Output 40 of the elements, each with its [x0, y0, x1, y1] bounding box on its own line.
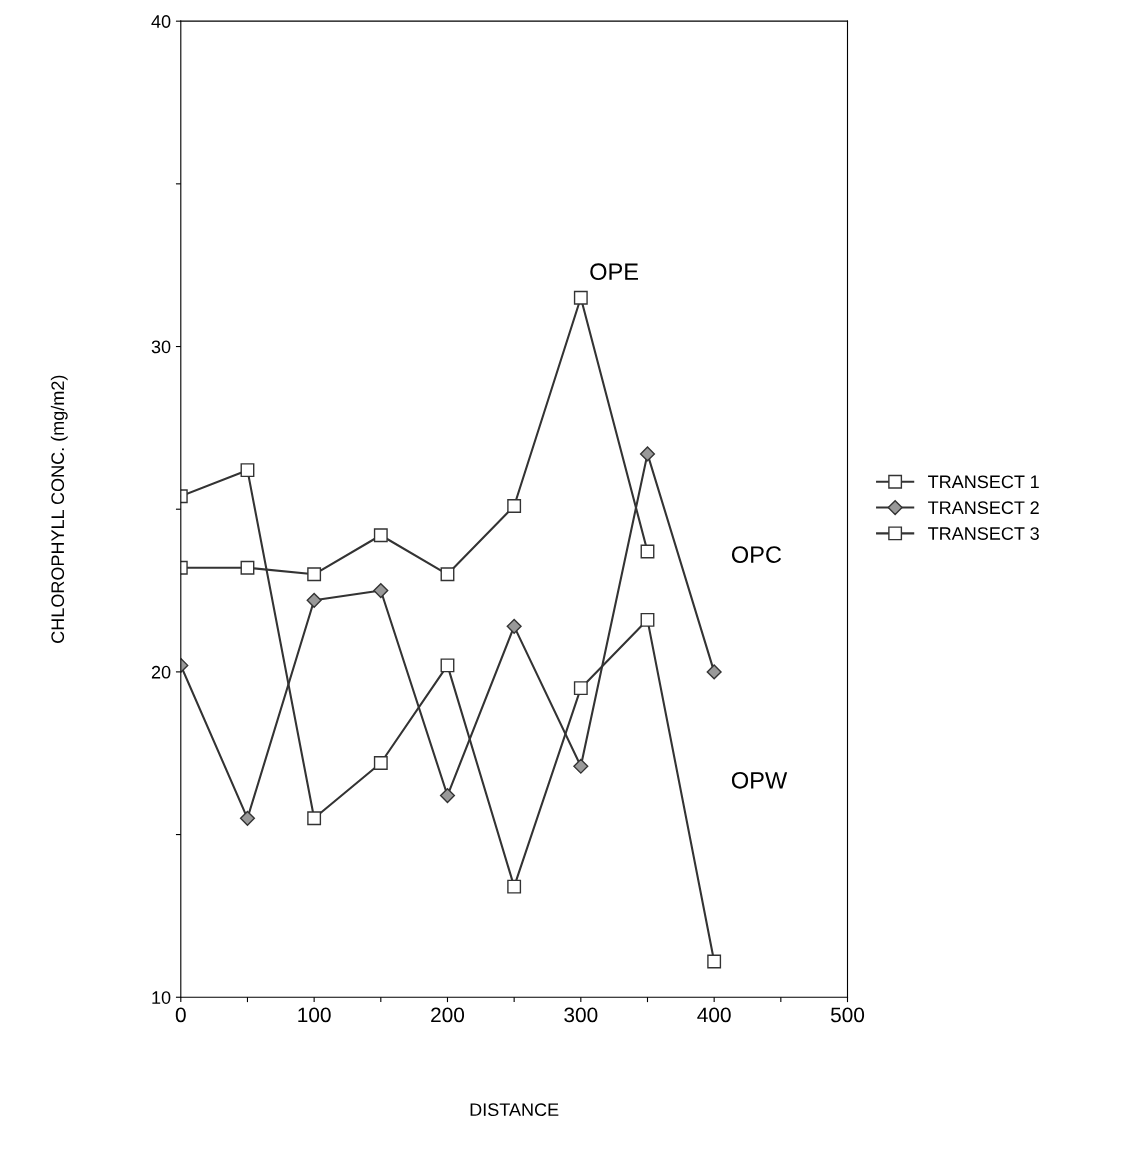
point	[639, 446, 656, 462]
point	[573, 681, 588, 696]
point	[573, 290, 588, 305]
y-tick-label: 40	[151, 15, 171, 28]
point	[373, 582, 389, 599]
point	[373, 528, 388, 543]
point	[440, 658, 455, 673]
point	[707, 954, 722, 969]
point	[440, 567, 455, 582]
point	[507, 499, 522, 513]
point	[240, 560, 255, 575]
point	[307, 567, 322, 582]
point	[706, 664, 722, 680]
x-tick-label: 100	[298, 1007, 331, 1023]
y-tick-label: 30	[151, 340, 171, 354]
point	[573, 758, 589, 774]
x-tick-label: 300	[564, 1007, 598, 1023]
y-tick-label: 10	[152, 991, 171, 1004]
point	[373, 756, 388, 770]
point	[307, 811, 322, 826]
y-axis-title: CHLOROPHYLL CONC. (mg/m2)	[50, 375, 68, 643]
point	[507, 879, 522, 894]
point	[640, 612, 655, 627]
x-axis-title: DISTANCE	[470, 1103, 559, 1117]
point	[439, 787, 456, 804]
x-tick-label: 400	[697, 1007, 731, 1023]
point	[240, 463, 255, 478]
annotation: OPC	[731, 546, 782, 563]
x-tick-label: 200	[431, 1007, 465, 1023]
point	[506, 618, 522, 634]
y-tick-label: 20	[151, 665, 171, 679]
annotation: OPE	[590, 263, 639, 281]
legend-label: TRANSECT 2	[928, 501, 1039, 515]
legend-label: TRANSECT 1	[928, 475, 1039, 489]
x-tick-label: 0	[175, 1007, 186, 1023]
annotation: OPW	[731, 771, 788, 789]
point	[239, 810, 256, 826]
legend-label: TRANSECT 3	[928, 527, 1039, 540]
point	[306, 592, 322, 608]
x-tick-label: 500	[830, 1007, 865, 1023]
